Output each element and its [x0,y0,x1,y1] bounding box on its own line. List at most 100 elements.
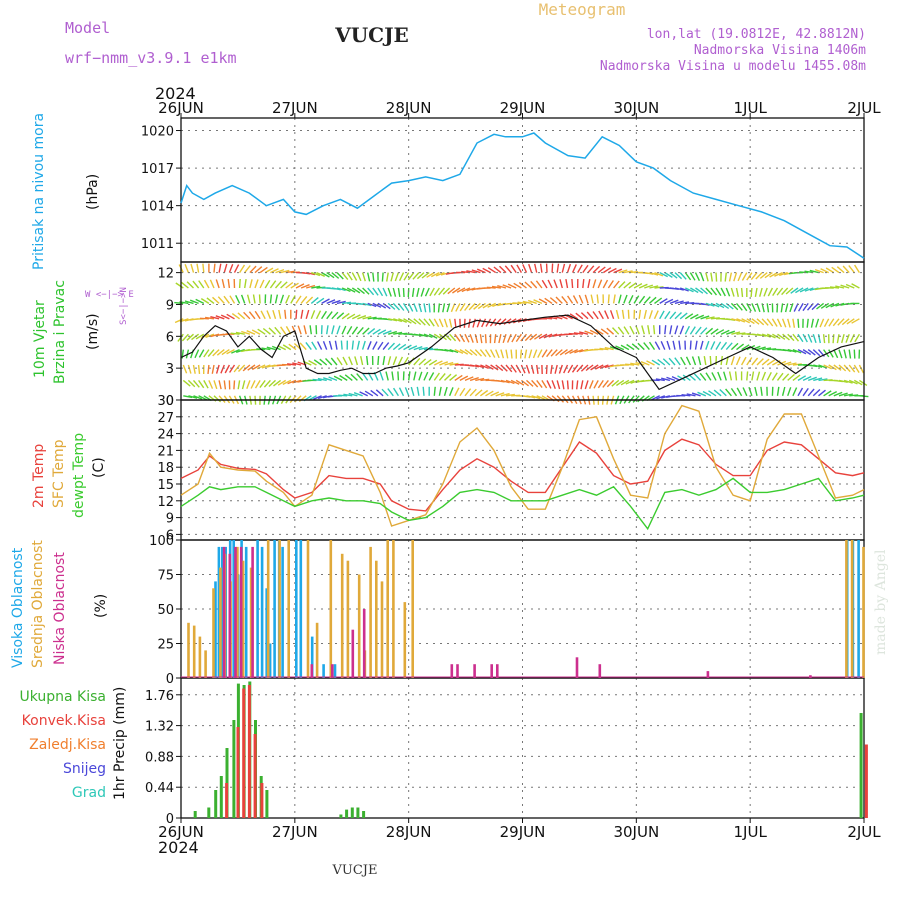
wind-arrow [235,294,241,304]
wind-arrow [367,272,371,282]
temp-unit: (C) [91,457,107,478]
wind-arrow [452,287,461,294]
wind-arrow [787,348,797,353]
wind-arrow [422,386,425,396]
wind-arrow [207,349,215,357]
wind-arrow [227,279,231,289]
wind-arrow [584,380,589,390]
wind-arrow [637,342,645,351]
wind-arrow [518,282,527,289]
wind-arrow [321,271,330,278]
wind-arrow [584,294,589,304]
wind-arrow [809,287,819,291]
wind-arrow [691,356,697,366]
wind-arrow [312,378,322,382]
wind-arrow [740,356,747,366]
wind-arrow [750,272,758,281]
wind-arrow [210,333,220,338]
wind-arrow [418,358,427,366]
wind-arrow [331,325,335,335]
wind-arrow [285,294,290,304]
wind-arrow [346,272,353,281]
wind-arrow [648,341,656,350]
wind-arrow [454,333,461,342]
wind-arrow [710,328,719,335]
bottom-time-label: 1JUL [734,823,768,841]
wind-arrow [235,348,245,353]
temp-2m-label: 2m Temp [31,444,47,508]
wind-arrow [751,318,760,325]
wind-arrow [679,287,689,292]
wind-arrow [322,377,333,382]
wind-arrow [653,325,656,335]
wind-arrow [679,325,685,335]
wind-arrow [424,287,430,297]
precip-bar [362,811,366,818]
wind-arrow [604,310,610,320]
wind-arrow [316,297,325,304]
cloud-bar [857,540,860,678]
wind-arrow [454,348,464,354]
wind-arrow [375,389,384,397]
wind-arrow [611,379,620,387]
wind-arrow [638,309,642,319]
cloud-bar [219,567,222,678]
precip-bar [260,783,264,818]
wind-arrow [544,297,553,304]
wind-arrow [324,358,333,366]
wind-arrow [597,380,604,389]
wind-arrow [685,356,692,366]
wind-arrow [479,349,487,358]
wind-arrow [838,379,848,383]
wind-arrow [370,389,379,397]
wind-arrow [346,287,356,293]
wind-arrow [681,394,691,397]
wind-arrow [710,341,716,350]
wind-arrow [192,280,200,289]
wind-arrow [362,302,372,307]
wind-arrow [336,287,346,292]
wind-arrow [606,379,615,388]
wind-arrow [659,298,668,304]
cloud-unit: (%) [93,594,109,618]
wind-arrow [438,287,446,296]
wind-arrow [249,279,253,289]
cloud-bar [214,581,217,678]
wind-arrow [480,378,490,382]
wind-arrow [822,334,826,344]
pressure-ytick-label: 1014 [141,200,174,215]
model-name: wrf−nmm_v3.9.1 e1km [65,49,237,67]
wind-arrow [679,312,688,320]
wind-arrow [454,318,457,328]
wind-arrow [220,314,230,320]
wind-arrow [556,395,564,403]
wind-arrow [397,343,407,351]
wind-arrow [623,281,632,289]
wind-arrow [813,364,823,368]
wind-arrow [366,355,369,366]
wind-arrow [558,364,563,374]
wind-arrow [322,340,328,350]
wind-arrow [203,279,210,289]
wind-arrow [511,333,517,343]
wind-arrow [356,373,364,381]
temperature-ytick-label: 30 [157,394,174,409]
wind-arrow [820,302,830,309]
wind-arrow [387,388,394,397]
wind-arrow [241,380,246,390]
wind-arrow [553,279,558,289]
wind-arrow [342,301,352,305]
wind-arrow [339,374,348,381]
wind-arrow [184,263,190,273]
wind-arrow [330,357,338,366]
wind-arrow [493,266,502,274]
wind-arrow [643,342,650,351]
precip-bar [236,727,240,818]
precip-bar [232,720,236,818]
cloud-bar [706,671,710,678]
wind-arrow [802,349,812,356]
wind-arrow [443,318,448,328]
wind-arrow [299,342,307,351]
wind-arrow [174,318,184,324]
